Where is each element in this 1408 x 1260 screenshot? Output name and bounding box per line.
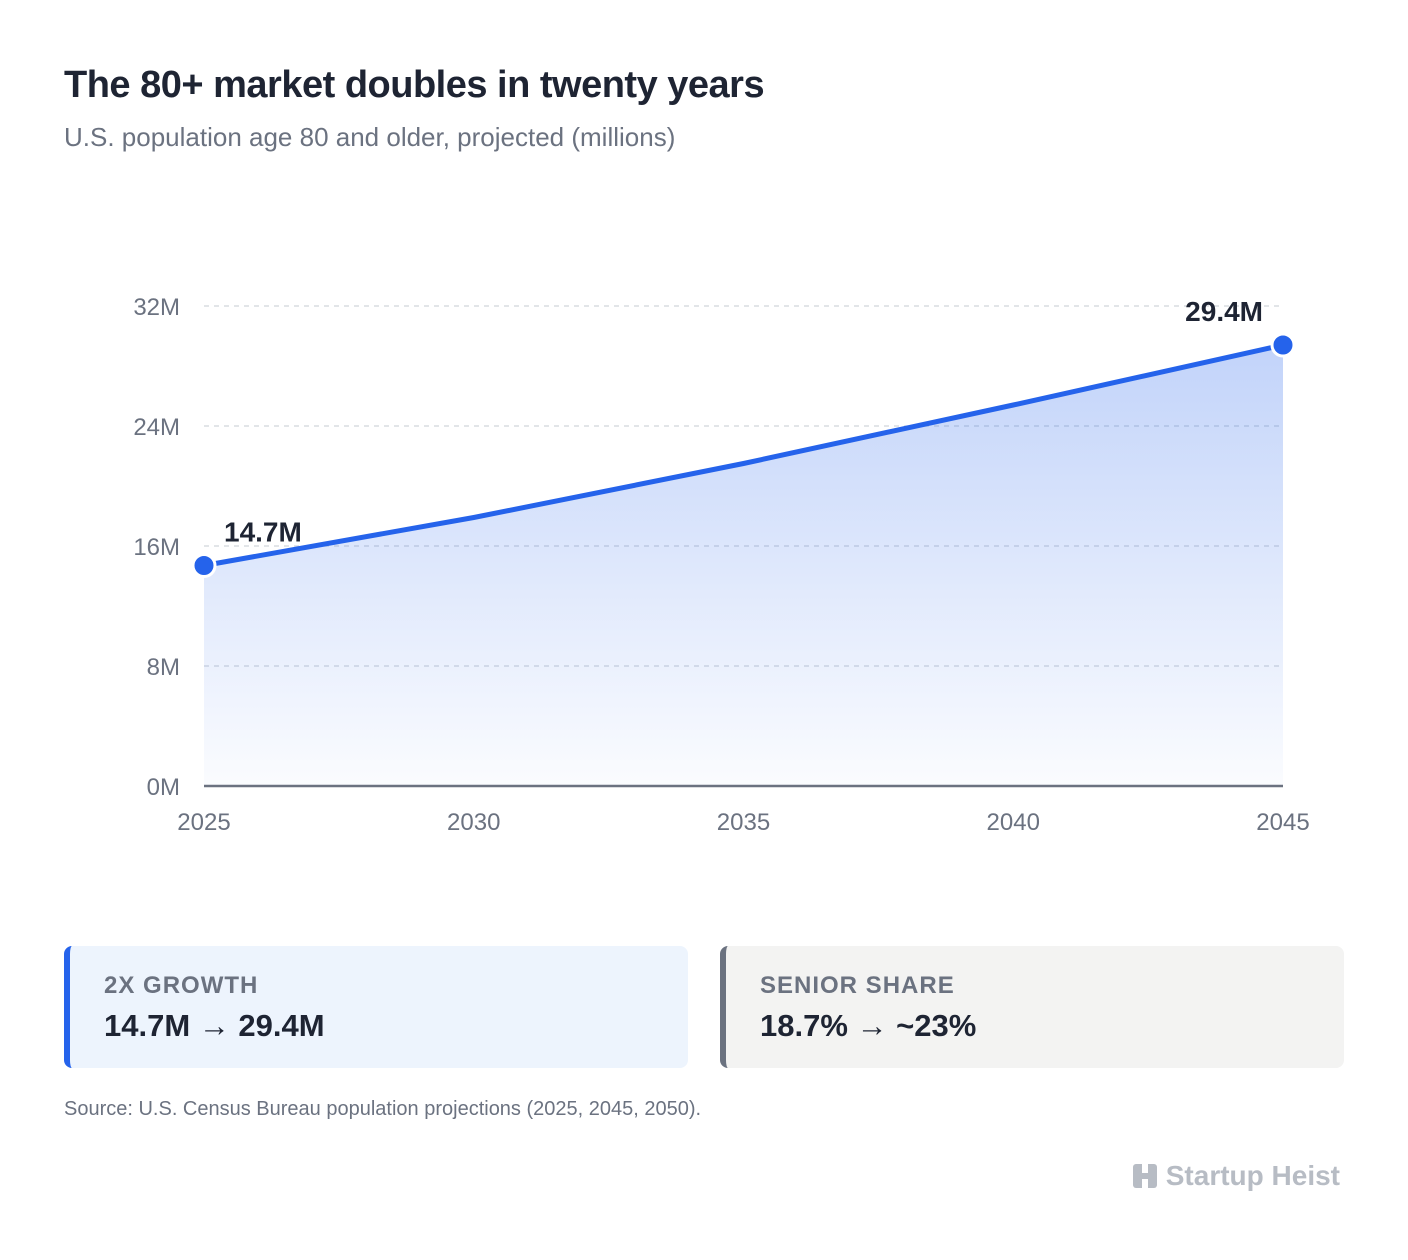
series-line xyxy=(201,342,1286,568)
y-tick-label: 16M xyxy=(133,534,180,561)
series-line-path xyxy=(201,342,1286,568)
y-tick-label: 24M xyxy=(133,414,180,441)
x-tick-label: 2035 xyxy=(717,809,770,836)
building-icon xyxy=(1132,1164,1157,1188)
x-tick-label: 2040 xyxy=(987,809,1040,836)
growth-card-label: 2X GROWTH xyxy=(104,972,259,999)
x-axis-ticks: 2025 2030 2035 2040 2045 xyxy=(177,809,1309,836)
data-points xyxy=(191,332,1296,578)
share-card-value: 18.7% → ~23% xyxy=(760,1008,977,1043)
x-tick-label: 2045 xyxy=(1256,809,1309,836)
data-labels: 14.7M 29.4M xyxy=(224,296,1263,548)
y-tick-label: 32M xyxy=(133,294,180,321)
growth-card-value: 14.7M → 29.4M xyxy=(104,1008,325,1043)
area-fill xyxy=(204,345,1283,786)
data-point xyxy=(1270,332,1296,358)
data-point xyxy=(191,553,217,578)
brand-name: Startup Heist xyxy=(1165,1160,1340,1191)
y-tick-label: 0M xyxy=(147,774,180,801)
area-path xyxy=(204,345,1283,786)
data-label: 14.7M xyxy=(224,517,302,548)
growth-stat-card: 2X GROWTH 14.7M → 29.4M xyxy=(64,946,688,1068)
senior-share-card: SENIOR SHARE 18.7% → ~23% xyxy=(720,946,1344,1068)
share-card-label: SENIOR SHARE xyxy=(760,972,955,999)
area-chart: 0M 8M 16M 24M 32M 2025 2030 2035 2040 2045 14.7M… xyxy=(133,294,1309,836)
chart-title: The 80+ market doubles in twenty years xyxy=(64,64,765,106)
chart-subtitle: U.S. population age 80 and older, projec… xyxy=(64,122,676,152)
y-axis-ticks: 0M 8M 16M 24M 32M xyxy=(133,294,180,801)
source-note: Source: U.S. Census Bureau population pr… xyxy=(64,1098,702,1120)
brand-logo: Startup Heist xyxy=(1132,1160,1340,1192)
data-label: 29.4M xyxy=(1185,296,1263,327)
x-tick-label: 2025 xyxy=(177,809,230,836)
y-tick-label: 8M xyxy=(147,654,180,681)
x-tick-label: 2030 xyxy=(447,809,500,836)
